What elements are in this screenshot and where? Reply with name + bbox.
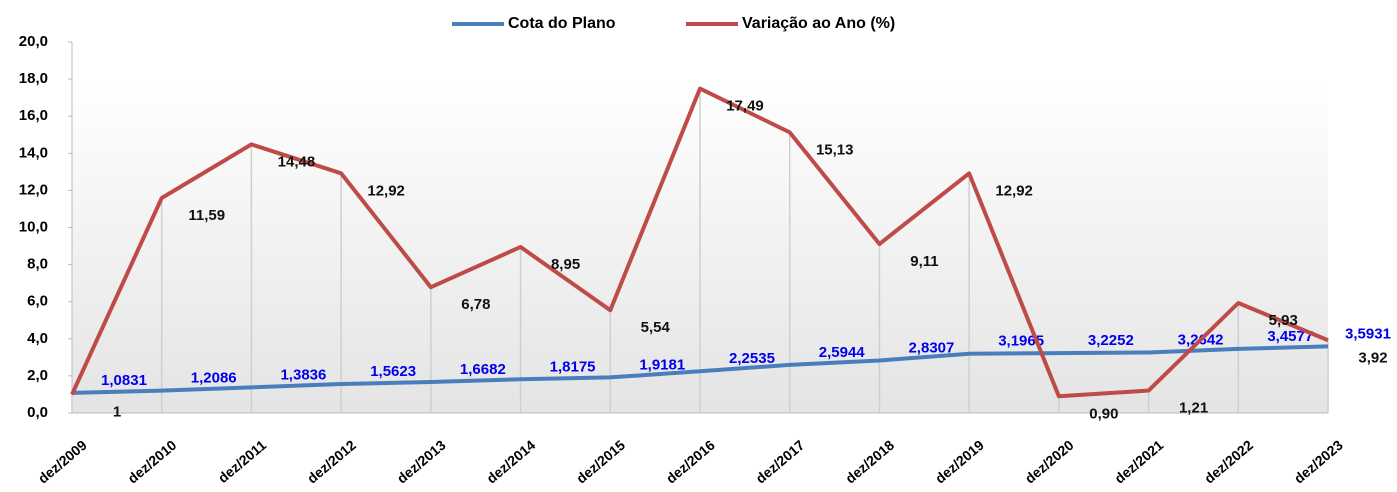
x-tick-label: dez/2022 — [1201, 437, 1256, 487]
x-tick-label: dez/2016 — [663, 437, 718, 487]
data-label: 1,2086 — [191, 370, 237, 387]
legend-label: Cota do Plano — [508, 15, 616, 32]
data-label: 1,3836 — [280, 366, 326, 383]
data-label: 2,8307 — [908, 339, 954, 356]
y-tick-label: 14,0 — [19, 144, 48, 161]
y-tick-label: 4,0 — [27, 330, 48, 347]
data-label: 12,92 — [995, 182, 1033, 199]
data-label: 8,95 — [551, 256, 580, 273]
y-tick-label: 20,0 — [19, 33, 48, 50]
data-label: 5,54 — [641, 319, 671, 336]
legend-label: Variação ao Ano (%) — [742, 15, 895, 32]
data-label: 0,90 — [1089, 405, 1118, 422]
data-label: 6,78 — [461, 296, 490, 313]
data-label: 14,48 — [278, 153, 316, 170]
data-label: 1 — [113, 403, 121, 420]
x-tick-label: dez/2013 — [394, 437, 449, 487]
data-label: 2,2535 — [729, 350, 775, 367]
data-label: 12,92 — [367, 182, 405, 199]
data-label: 2,5944 — [819, 344, 866, 361]
data-label: 1,9181 — [639, 356, 685, 373]
y-tick-label: 2,0 — [27, 367, 48, 384]
y-tick-label: 0,0 — [27, 404, 48, 421]
data-label: 1,8175 — [550, 358, 596, 375]
x-tick-label: dez/2010 — [124, 437, 179, 487]
y-tick-label: 10,0 — [19, 218, 48, 235]
x-tick-label: dez/2011 — [215, 437, 270, 486]
series-line — [71, 344, 1329, 395]
y-tick-label: 6,0 — [27, 293, 48, 310]
data-label: 3,4577 — [1267, 328, 1313, 345]
data-label: 3,5931 — [1345, 325, 1391, 342]
data-label: 1,6682 — [460, 361, 506, 378]
data-label: 5,93 — [1269, 312, 1298, 329]
x-tick-label: dez/2023 — [1291, 437, 1346, 487]
y-tick-label: 8,0 — [27, 256, 48, 273]
data-label: 3,2252 — [1088, 332, 1134, 349]
data-label: 1,0831 — [101, 372, 147, 389]
series-line — [70, 86, 1329, 399]
y-tick-label: 16,0 — [19, 107, 48, 124]
data-label: 17,49 — [726, 98, 764, 115]
x-tick-label: dez/2017 — [752, 437, 807, 487]
x-tick-label: dez/2012 — [304, 437, 359, 487]
data-label: 1,5623 — [370, 363, 416, 380]
x-tick-label: dez/2018 — [842, 437, 897, 487]
x-tick-label: dez/2019 — [932, 437, 987, 487]
x-tick-label: dez/2009 — [35, 437, 90, 487]
x-tick-label: dez/2021 — [1111, 437, 1166, 487]
data-label: 3,1965 — [998, 333, 1044, 350]
x-tick-label: dez/2014 — [483, 437, 538, 487]
x-tick-label: dez/2015 — [573, 437, 628, 487]
data-label: 9,11 — [910, 253, 938, 270]
data-label: 3,92 — [1358, 349, 1387, 366]
y-tick-label: 12,0 — [19, 181, 48, 198]
data-label: 1,21 — [1179, 400, 1208, 417]
data-label: 15,13 — [816, 141, 854, 158]
x-tick-label: dez/2020 — [1022, 437, 1077, 487]
y-tick-label: 18,0 — [19, 70, 48, 87]
data-label: 11,59 — [188, 207, 225, 224]
